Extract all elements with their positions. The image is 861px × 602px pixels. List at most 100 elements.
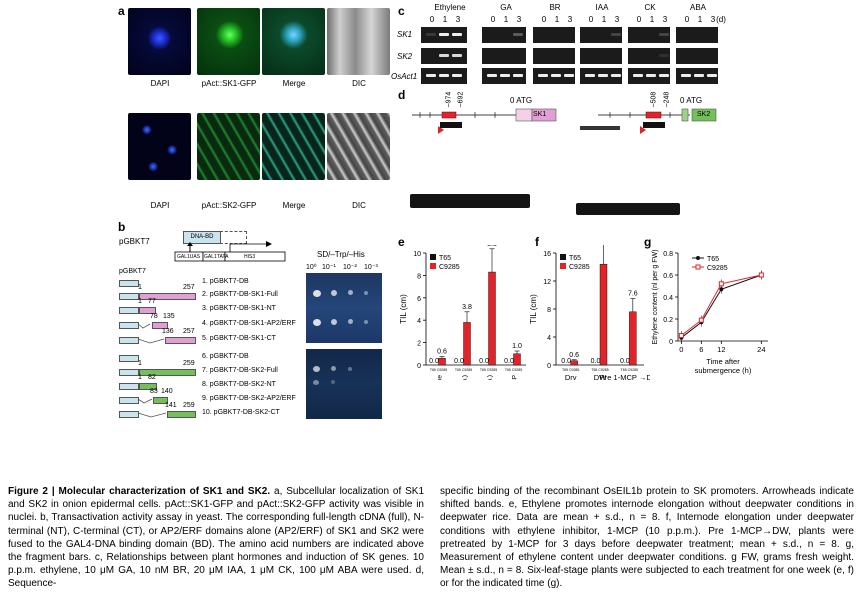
panel-c-label: c — [398, 4, 405, 18]
yeast-plate-sk1 — [306, 273, 382, 343]
legend-label: T65 — [707, 256, 719, 263]
sk2-gfp-image — [197, 113, 260, 180]
construct-3-name: 3. pGBKT7-DB-SK1-NT — [202, 305, 276, 312]
construct-3-end: 77 — [148, 298, 156, 305]
bar-sublabel: T65 C9285 — [562, 368, 579, 372]
caption-right-text: specific binding of the recombinant OsEI… — [440, 486, 854, 590]
construct-10-start: 141 — [165, 402, 177, 409]
sk2-pos-508: –508 — [650, 91, 658, 108]
bar — [629, 311, 637, 366]
bar-value-label: 0.0 — [504, 358, 514, 365]
construct-2-bd — [119, 293, 139, 300]
bar-sublabel: T65 C9285 — [480, 368, 497, 372]
construct-2-name: 2. pGBKT7-DB-SK1-Full — [202, 291, 278, 298]
gel-band — [681, 74, 691, 77]
bar-value-label: 7.6 — [628, 291, 638, 298]
y-axis-label: TIL (cm) — [399, 294, 408, 324]
gel-block — [676, 68, 718, 84]
construct-3-start: 1 — [138, 298, 142, 305]
gene-sk1-label: SK1 — [397, 30, 413, 39]
bar — [599, 264, 608, 366]
bar — [438, 358, 446, 366]
legend-label: T65 — [439, 255, 451, 262]
chart-g: 0 0.2 0.4 0.6 0.8 0 6 12 24 Ethylene content (nl … — [652, 250, 768, 375]
construct-2-start: 1 — [138, 284, 142, 291]
treatment-br: BR — [549, 3, 561, 12]
data-point — [718, 281, 724, 287]
sk1-merge-image — [262, 8, 325, 75]
sk2-gene-label: SK2 — [697, 111, 711, 118]
series-line — [681, 274, 762, 336]
bar-sublabel: T65 C9285 — [455, 368, 472, 372]
caption-dic-2: DIC — [352, 201, 366, 210]
legend-marker — [695, 264, 701, 270]
gel-block — [628, 48, 670, 64]
sk1-pos-692: –692 — [457, 91, 465, 108]
construct-10-bd — [119, 411, 139, 418]
gel-block — [421, 27, 467, 43]
gel-band — [646, 74, 656, 77]
construct-8-sk2-nt — [139, 383, 157, 390]
caption-merge-2: Merge — [282, 201, 306, 210]
construct-9-start: 83 — [150, 388, 158, 395]
sk1-dic-image — [327, 8, 390, 75]
bar-value-label: 0.0 — [479, 358, 489, 365]
y-axis-label: Ethylene content (nl per g FW) — [652, 250, 659, 345]
gal1tata-label: GAL1TATA — [204, 254, 229, 260]
category-label: Ethylene (100 p.p.m.) + 1-MCP — [512, 375, 519, 380]
gel-band — [707, 74, 717, 77]
legend-swatch — [430, 254, 436, 260]
construct-5-gap — [137, 338, 165, 344]
y-tick-label: 10 — [413, 251, 421, 258]
caption-merge-1: Merge — [282, 79, 306, 88]
gal1uas-label: GAL1UAS — [177, 254, 201, 260]
construct-10-sk2-ct — [167, 411, 196, 418]
gel-block — [580, 48, 622, 64]
data-point — [698, 317, 704, 323]
treatment-aba: ABA — [689, 3, 706, 12]
gel-band — [585, 74, 595, 77]
construct-6-bd — [119, 355, 139, 362]
category-label: DW — [594, 373, 607, 380]
construct-4-name: 4. pGBKT7-DB-SK1-AP2/ERF — [202, 320, 296, 327]
gel-block — [533, 27, 575, 43]
gel-block — [482, 48, 526, 64]
gel-band — [452, 33, 462, 36]
bar — [570, 360, 578, 366]
timepoint-label: 3 — [710, 15, 716, 24]
construct-8-bd — [119, 383, 139, 390]
gel-block — [421, 68, 467, 84]
gel-block — [676, 48, 718, 64]
panel-d-label: d — [398, 88, 406, 102]
construct-9-bd — [119, 397, 139, 404]
timepoint-label: 0 — [429, 15, 435, 24]
category-label: Pre 1-MCP →DW — [600, 373, 650, 380]
dapi-sk1-image — [128, 8, 191, 75]
bar-value-label: 0.0 — [429, 358, 439, 365]
construct-4-bd — [119, 322, 139, 329]
caption-right: specific binding of the recombinant OsEI… — [440, 485, 854, 591]
gel-block — [628, 68, 670, 84]
gel-band — [659, 33, 669, 36]
gel-band — [487, 74, 497, 77]
construct-5-start: 136 — [162, 328, 174, 335]
gel-block — [533, 68, 575, 84]
caption-dapi-2: DAPI — [150, 201, 170, 210]
y-tick-label: 12 — [543, 279, 551, 286]
gel-block — [482, 68, 526, 84]
timepoint-label: 1 — [442, 15, 448, 24]
gel-band — [452, 54, 462, 57]
sk2-merge-image — [262, 113, 325, 180]
vector-label: pGBKT7 — [119, 237, 150, 246]
legend-marker — [696, 256, 700, 260]
gel-band — [551, 74, 561, 77]
legend-label: C9285 — [569, 264, 590, 271]
time-unit: (d) — [716, 15, 726, 24]
construct-2-end: 257 — [183, 284, 195, 291]
construct-7-bd — [119, 369, 139, 376]
gel-block — [421, 48, 467, 64]
x-tick-label: 12 — [717, 345, 725, 354]
y-tick-label: 0 — [417, 363, 421, 370]
dilution-1: 10⁻¹ — [322, 264, 336, 271]
construct-5-sk1-ct — [165, 337, 196, 344]
